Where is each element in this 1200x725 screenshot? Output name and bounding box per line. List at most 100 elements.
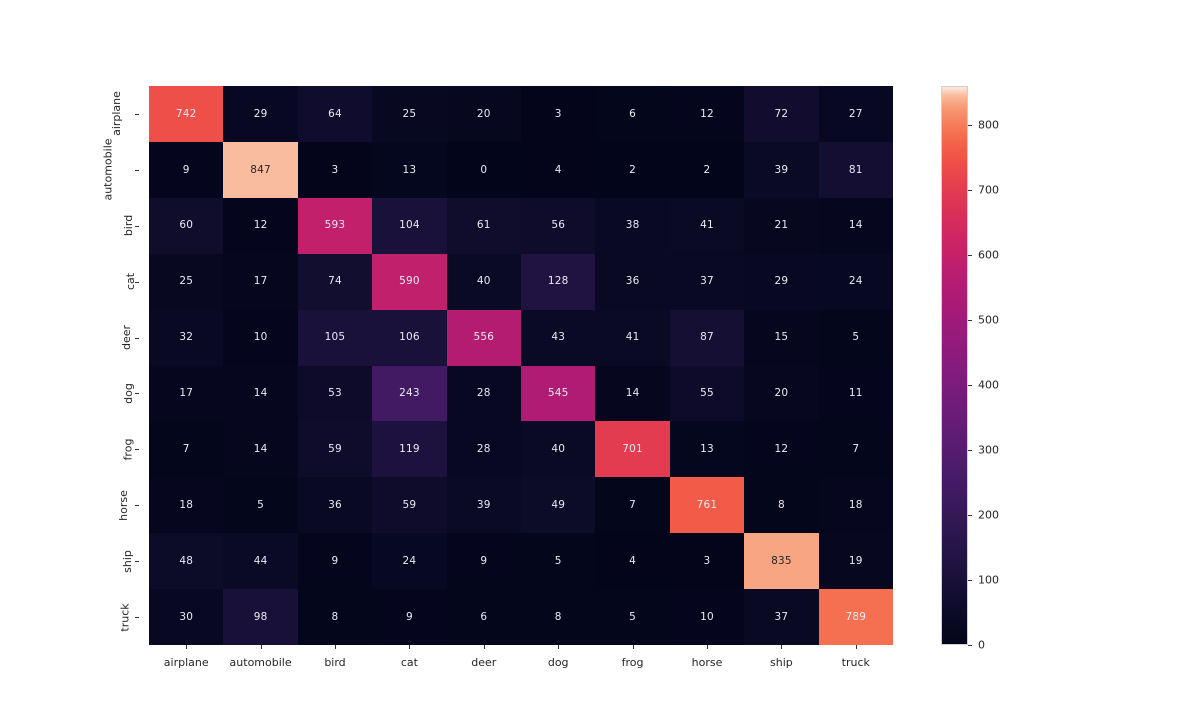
x-axis-tick-dog: dog	[521, 645, 595, 685]
colorbar-tick-mark	[968, 384, 972, 386]
heatmap-cell-value: 13	[700, 443, 714, 456]
heatmap-cell-value: 789	[845, 610, 867, 623]
heatmap-cell: 15	[744, 309, 819, 366]
heatmap-cell-value: 61	[476, 219, 491, 232]
y-tick-mark	[135, 113, 139, 115]
x-tick-mark	[781, 645, 783, 649]
heatmap-cell: 14	[595, 365, 670, 422]
heatmap-cell-value: 593	[324, 219, 346, 232]
heatmap-cell: 36	[297, 477, 373, 534]
heatmap-cell: 53	[297, 365, 373, 422]
x-tick-mark	[632, 645, 634, 649]
y-axis-tick-label: truck	[118, 602, 132, 632]
heatmap-cell-value: 28	[476, 387, 491, 400]
heatmap-cell: 14	[223, 365, 298, 422]
heatmap-cell-value: 25	[402, 107, 417, 120]
heatmap-cell: 38	[595, 197, 670, 254]
y-axis-tick-label: automobile	[101, 138, 115, 201]
heatmap-cell-value: 24	[848, 275, 863, 288]
x-axis-tick-label: ship	[770, 656, 793, 669]
heatmap-cell: 56	[521, 197, 596, 254]
x-tick-mark	[260, 645, 262, 649]
heatmap-cell-value: 4	[554, 163, 562, 176]
heatmap-cell-value: 8	[331, 610, 339, 623]
heatmap-cell: 10	[223, 309, 298, 366]
heatmap-cell-value: 7	[852, 443, 860, 456]
heatmap-cell-value: 14	[253, 387, 268, 400]
heatmap-cell: 14	[223, 421, 298, 478]
y-axis-tick-frog: frog	[117, 421, 139, 477]
y-axis-tick-dog: dog	[118, 366, 139, 422]
heatmap-cell-value: 9	[182, 163, 190, 176]
x-axis-tick-frog: frog	[595, 645, 669, 685]
x-tick-mark	[334, 645, 336, 649]
y-axis-tick-deer: deer	[114, 310, 139, 366]
x-axis-tick-label: bird	[324, 656, 346, 669]
heatmap-cell-value: 29	[253, 107, 268, 120]
y-axis-tick-bird: bird	[118, 198, 139, 254]
heatmap-cell-value: 27	[848, 107, 863, 120]
x-axis-tick-label: truck	[841, 656, 870, 669]
heatmap-cell-value: 60	[179, 219, 194, 232]
heatmap-cell: 847	[223, 141, 298, 198]
heatmap-cell-value: 32	[179, 331, 194, 344]
heatmap-cell-value: 17	[253, 275, 268, 288]
heatmap-cell: 29	[223, 86, 298, 142]
heatmap-cell-value: 48	[179, 554, 194, 567]
heatmap-cell: 14	[818, 197, 893, 254]
heatmap-cell: 4	[521, 141, 596, 198]
heatmap-cell-value: 41	[625, 331, 640, 344]
heatmap-cell: 105	[297, 309, 373, 366]
heatmap-cell-value: 6	[480, 610, 488, 623]
heatmap-cell: 59	[297, 421, 373, 478]
heatmap-cell-value: 24	[402, 554, 417, 567]
heatmap-cell-value: 14	[625, 387, 640, 400]
heatmap-cell: 39	[744, 141, 819, 198]
heatmap-cell: 18	[818, 477, 893, 534]
x-tick-mark	[186, 645, 188, 649]
heatmap-cell: 3	[521, 86, 596, 142]
heatmap-cell-value: 74	[328, 275, 342, 288]
x-axis-tick-deer: deer	[447, 645, 521, 685]
heatmap-cell: 593	[297, 197, 373, 254]
heatmap-cell: 61	[446, 197, 521, 254]
heatmap-cell-value: 6	[629, 107, 637, 120]
heatmap-cell: 0	[446, 141, 521, 198]
heatmap-cell: 30	[149, 589, 224, 645]
x-axis-tick-airplane: airplane	[149, 645, 223, 685]
x-axis-tick-horse: horse	[670, 645, 744, 685]
y-tick-mark	[135, 393, 139, 395]
heatmap-cell: 12	[223, 197, 298, 254]
heatmap-cell-value: 49	[551, 498, 566, 511]
x-axis-tick-automobile: automobile	[223, 645, 297, 685]
heatmap-cell: 60	[149, 197, 224, 254]
heatmap-cell-value: 104	[399, 219, 420, 232]
y-axis-tick-label: airplane	[110, 91, 124, 137]
heatmap-cell-value: 25	[179, 275, 194, 288]
colorbar-tick-label: 700	[978, 183, 999, 196]
heatmap-cell-value: 37	[774, 610, 789, 623]
heatmap-cell: 8	[297, 589, 373, 645]
heatmap-cell: 49	[521, 477, 596, 534]
heatmap-cell: 128	[521, 253, 596, 310]
heatmap-cell: 7	[595, 477, 670, 534]
heatmap-cell: 20	[744, 365, 819, 422]
heatmap-cell: 8	[521, 589, 596, 645]
heatmap-cell: 545	[521, 365, 596, 422]
heatmap-cell: 119	[372, 421, 447, 478]
heatmap-cell: 55	[669, 365, 745, 422]
x-axis-tick-ship: ship	[744, 645, 818, 685]
heatmap-cell-value: 3	[554, 107, 562, 120]
heatmap-cell-value: 761	[696, 498, 718, 511]
heatmap-cell-value: 243	[399, 387, 420, 400]
heatmap-cell: 18	[149, 477, 224, 534]
heatmap-cell: 13	[669, 421, 745, 478]
heatmap-cell-value: 12	[774, 443, 789, 456]
heatmap-cell: 6	[595, 86, 670, 142]
heatmap-cell-value: 17	[179, 387, 194, 400]
heatmap-cell-value: 40	[551, 443, 566, 456]
x-axis-tick-label: dog	[547, 656, 569, 669]
heatmap-cell-value: 119	[399, 443, 420, 456]
heatmap-cell: 25	[149, 253, 224, 310]
heatmap-cell: 701	[595, 421, 670, 478]
